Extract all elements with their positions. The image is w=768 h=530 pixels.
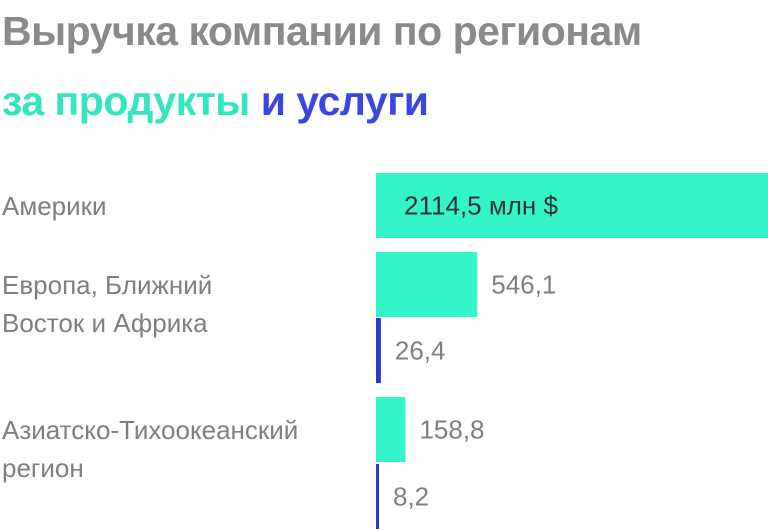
value-label-products-2: 158,8 [419, 415, 484, 445]
value-label-services-1: 26,4 [395, 336, 446, 366]
region-label-line: регион [2, 453, 84, 483]
value-label-products-0: 2114,5 млн $ [404, 191, 558, 221]
region-label-americas: Америки [2, 187, 362, 225]
region-label-apac: Азиатско-Тихоокеанский регион [2, 411, 362, 487]
subtitle-services: и услуги [260, 78, 429, 124]
region-label-line: Америки [2, 191, 107, 221]
subtitle-products: за продукты [2, 78, 250, 124]
chart-subtitle: за продукты и услуги [2, 78, 429, 125]
chart-title: Выручка компании по регионам [2, 8, 642, 54]
region-label-emea: Европа, Ближний Восток и Африка [2, 266, 362, 342]
region-label-line: Азиатско-Тихоокеанский [2, 415, 299, 445]
bar-services-2 [376, 464, 379, 529]
bar-products-1 [376, 252, 478, 317]
bar-services-1 [376, 318, 381, 383]
bar-products-0 [376, 173, 768, 238]
region-label-line: Восток и Африка [2, 308, 208, 338]
value-label-services-2: 8,2 [393, 482, 429, 512]
value-label-products-1: 546,1 [491, 270, 556, 300]
bar-products-2 [376, 397, 406, 462]
region-label-line: Европа, Ближний [2, 270, 213, 300]
